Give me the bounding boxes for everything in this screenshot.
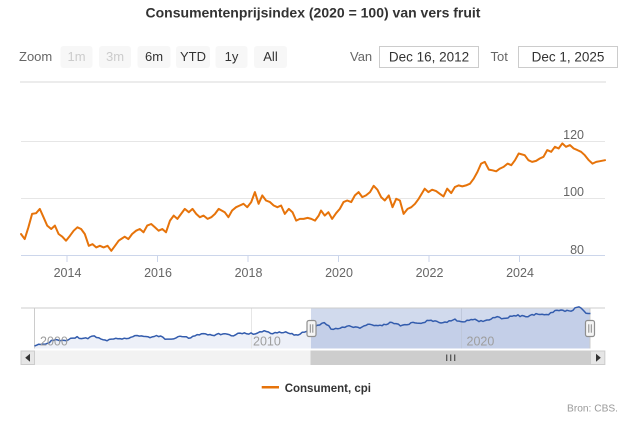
svg-text:2020: 2020 bbox=[467, 335, 495, 349]
svg-text:100: 100 bbox=[563, 185, 584, 199]
svg-text:Tot: Tot bbox=[491, 49, 509, 64]
svg-text:80: 80 bbox=[570, 243, 584, 257]
svg-text:All: All bbox=[263, 49, 278, 64]
svg-text:2022: 2022 bbox=[416, 266, 444, 280]
svg-text:120: 120 bbox=[563, 128, 584, 142]
svg-text:3m: 3m bbox=[106, 49, 124, 64]
svg-text:Van: Van bbox=[350, 49, 372, 64]
svg-text:Consument, cpi: Consument, cpi bbox=[285, 383, 371, 395]
svg-text:6m: 6m bbox=[145, 49, 163, 64]
svg-text:1m: 1m bbox=[67, 49, 85, 64]
svg-text:2024: 2024 bbox=[506, 266, 534, 280]
svg-text:2014: 2014 bbox=[54, 266, 82, 280]
svg-text:1y: 1y bbox=[225, 49, 239, 64]
svg-text:Consumentenprijsindex (2020 =: Consumentenprijsindex (2020 = 100) van v… bbox=[146, 5, 481, 21]
svg-text:2010: 2010 bbox=[253, 335, 281, 349]
svg-text:2016: 2016 bbox=[144, 266, 172, 280]
svg-text:2020: 2020 bbox=[325, 266, 353, 280]
svg-text:Zoom: Zoom bbox=[19, 49, 52, 64]
svg-text:2000: 2000 bbox=[40, 335, 68, 349]
svg-text:2018: 2018 bbox=[235, 266, 263, 280]
svg-text:Dec 16, 2012: Dec 16, 2012 bbox=[389, 50, 469, 65]
svg-text:YTD: YTD bbox=[180, 49, 206, 64]
svg-text:Dec 1, 2025: Dec 1, 2025 bbox=[532, 50, 605, 65]
svg-text:Bron: CBS.: Bron: CBS. bbox=[567, 404, 618, 415]
